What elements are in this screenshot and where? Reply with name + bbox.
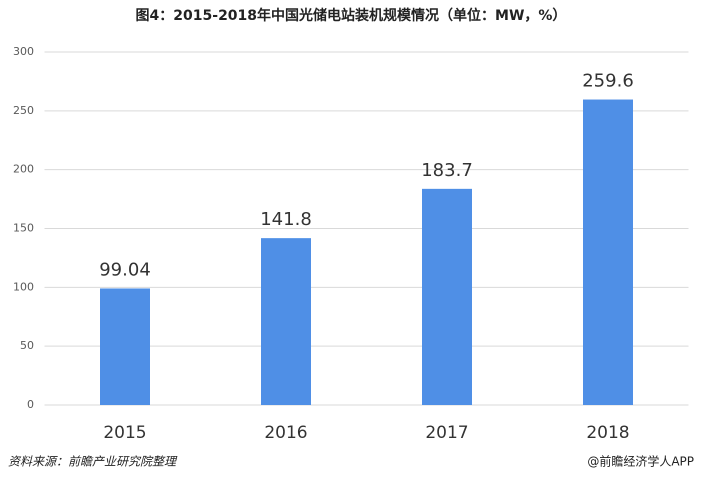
- value-label: 259.6: [582, 71, 634, 92]
- x-tick-label: 2018: [586, 423, 629, 443]
- source-note: 资料来源：前瞻产业研究院整理: [8, 455, 178, 469]
- y-tick-label: 300: [13, 45, 34, 58]
- y-tick-label: 100: [13, 280, 34, 293]
- x-tick-label: 2016: [264, 423, 307, 443]
- value-label: 183.7: [421, 160, 473, 181]
- x-tick-label: 2015: [103, 423, 146, 443]
- y-tick-label: 50: [20, 339, 34, 352]
- value-label: 141.8: [260, 209, 312, 230]
- chart-title: 图4：2015-2018年中国光储电站装机规模情况（单位：MW，%）: [136, 7, 567, 24]
- bar: [422, 188, 472, 405]
- bar: [583, 99, 633, 406]
- x-tick-label: 2017: [425, 423, 468, 443]
- bar: [100, 288, 150, 405]
- y-tick-label: 0: [27, 398, 34, 411]
- bar: [261, 238, 311, 405]
- y-tick-label: 150: [13, 222, 34, 235]
- value-label: 99.04: [99, 259, 151, 280]
- y-tick-label: 250: [13, 104, 34, 117]
- credit: @前瞻经济学人APP: [587, 454, 694, 469]
- y-tick-label: 200: [13, 163, 34, 176]
